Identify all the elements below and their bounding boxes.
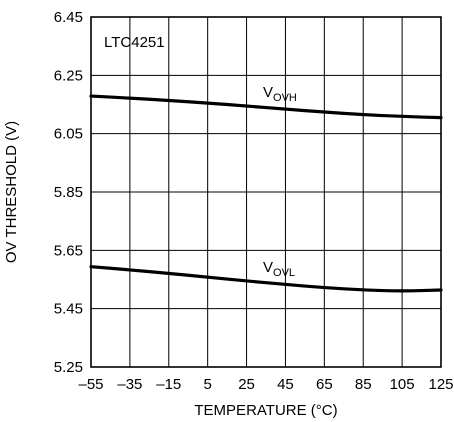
series-label-vovl: VOVL (263, 259, 295, 279)
x-tick-label: –35 (117, 376, 142, 393)
part-number-label: LTC4251 (104, 34, 165, 51)
series-lines (89, 94, 443, 293)
y-tick-label: 6.25 (54, 67, 83, 84)
series-line-vovl (89, 265, 443, 293)
series-line-vovh (89, 94, 443, 120)
series-label-vovh-sub: OVH (273, 92, 297, 104)
y-tick-labels: 5.25 5.45 5.65 5.85 6.05 6.25 6.45 (54, 9, 83, 376)
y-tick-label: 6.45 (54, 9, 83, 26)
x-tick-label: 85 (355, 376, 372, 393)
x-tick-label: 65 (316, 376, 333, 393)
x-axis-label: TEMPERATURE (°C) (194, 402, 337, 419)
x-tick-label: –55 (78, 376, 103, 393)
x-tick-labels: –55 –35 –15 5 25 45 65 85 105 125 (78, 376, 453, 393)
grid-lines (91, 17, 441, 367)
y-tick-label: 5.45 (54, 301, 83, 318)
x-tick-label: 5 (203, 376, 211, 393)
plot-frame (90, 16, 442, 368)
series-label-vovh-main: V (263, 84, 273, 101)
y-axis-label: OV THRESHOLD (V) (3, 121, 20, 263)
series-label-vovl-main: V (263, 259, 273, 276)
series-label-vovl-sub: OVL (273, 267, 295, 279)
x-tick-label: 105 (390, 376, 415, 393)
y-tick-label: 5.85 (54, 184, 83, 201)
y-tick-label: 6.05 (54, 126, 83, 143)
series-label-vovh: VOVH (263, 84, 297, 104)
x-tick-label: –15 (156, 376, 181, 393)
x-tick-label: 45 (277, 376, 294, 393)
y-tick-label: 5.25 (54, 359, 83, 376)
x-tick-label: 25 (238, 376, 255, 393)
x-tick-label: 125 (428, 376, 453, 393)
y-tick-label: 5.65 (54, 242, 83, 259)
